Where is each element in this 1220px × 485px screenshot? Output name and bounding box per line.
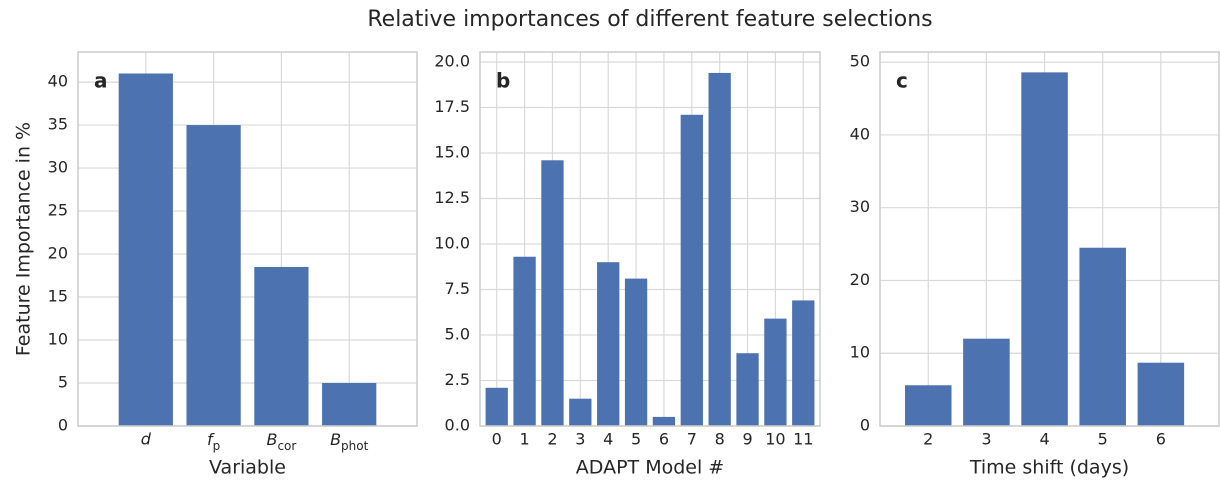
bar	[624, 278, 648, 426]
y-tick-label: 20	[850, 270, 870, 289]
y-tick-label: 0	[860, 416, 870, 435]
x-tick-label: 6	[1156, 430, 1166, 449]
y-tick-label: 7.5	[445, 279, 470, 298]
bar	[905, 385, 952, 426]
x-tick-label: 4	[603, 430, 613, 449]
y-tick-label: 15	[48, 287, 68, 306]
x-tick-label: fp	[207, 430, 220, 453]
bar	[513, 256, 536, 426]
x-axis-label: Variable	[209, 457, 286, 479]
bar	[764, 318, 787, 426]
x-tick-label: 2	[923, 430, 933, 449]
y-tick-label: 12.5	[434, 188, 470, 207]
x-tick-label: 7	[687, 430, 697, 449]
y-tick-label: 10	[850, 343, 870, 362]
x-tick-label: 3	[575, 430, 585, 449]
bar	[118, 73, 173, 426]
y-tick-label: 30	[850, 197, 870, 216]
y-tick-label: 0.0	[445, 416, 470, 435]
x-axis-label: Time shift (days)	[969, 457, 1129, 479]
y-tick-label: 20.0	[434, 52, 470, 71]
y-axis-label: Feature Importance in %	[13, 122, 35, 356]
y-tick-label: 40	[850, 124, 870, 143]
bar	[1079, 247, 1126, 426]
y-tick-label: 15.0	[434, 143, 470, 162]
bar	[963, 338, 1010, 426]
bar	[1137, 362, 1185, 426]
y-tick-label: 10.0	[434, 234, 470, 253]
y-tick-label: 25	[48, 201, 68, 220]
y-tick-label: 20	[48, 244, 68, 263]
bar	[597, 262, 620, 426]
x-tick-label: 3	[981, 430, 991, 449]
bar	[708, 72, 731, 426]
bar	[680, 114, 703, 426]
y-tick-label: 35	[48, 115, 68, 134]
y-tick-label: 17.5	[434, 97, 470, 116]
x-tick-label: 0	[492, 430, 502, 449]
x-tick-label: 10	[765, 430, 785, 449]
y-tick-label: 0	[58, 416, 68, 435]
bar	[652, 416, 676, 426]
x-tick-label: 8	[715, 430, 725, 449]
y-tick-label: 10	[48, 330, 68, 349]
y-tick-label: 30	[48, 158, 68, 177]
panel-label: c	[896, 69, 908, 93]
x-tick-label: 2	[547, 430, 557, 449]
y-tick-label: 40	[48, 72, 68, 91]
y-tick-label: 2.5	[445, 370, 470, 389]
x-tick-label: 9	[742, 430, 752, 449]
bar	[541, 160, 564, 426]
bar	[322, 383, 377, 426]
figure-title: Relative importances of different featur…	[367, 7, 932, 32]
x-tick-label: 11	[793, 430, 813, 449]
x-tick-label: Bphot	[330, 430, 369, 453]
bar	[254, 266, 309, 426]
bar	[186, 125, 241, 427]
x-tick-label: Bcor	[266, 430, 296, 453]
x-tick-label: d	[141, 430, 152, 449]
axes-frame	[879, 51, 1220, 427]
axes-frame	[77, 51, 418, 427]
panel-label: b	[496, 69, 510, 93]
bar	[485, 387, 508, 426]
x-tick-label: 1	[519, 430, 529, 449]
bar	[792, 300, 815, 426]
y-tick-label: 5	[58, 373, 68, 392]
x-tick-label: 4	[1039, 430, 1049, 449]
y-tick-label: 5.0	[445, 325, 470, 344]
axes-frame	[479, 51, 821, 427]
bar	[569, 398, 592, 426]
bar	[736, 353, 759, 426]
x-axis-label: ADAPT Model #	[576, 457, 724, 479]
panel-label: a	[94, 69, 108, 93]
x-tick-label: 6	[659, 430, 669, 449]
x-tick-label: 5	[631, 430, 641, 449]
y-tick-label: 50	[850, 52, 870, 71]
bar	[1021, 72, 1068, 427]
x-tick-label: 5	[1098, 430, 1108, 449]
